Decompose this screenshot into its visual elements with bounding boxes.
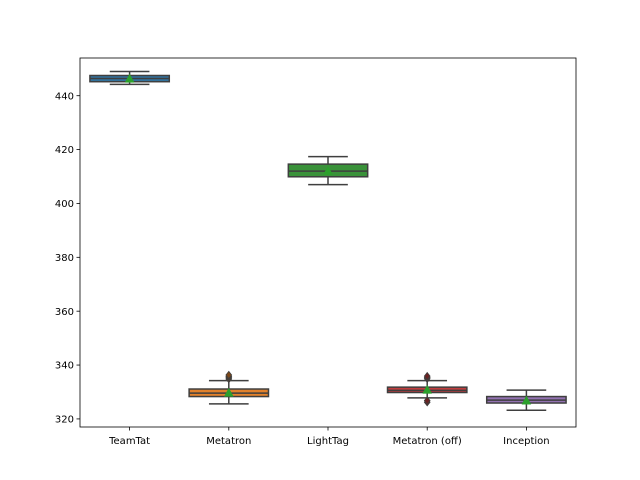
- mean-marker: [422, 384, 433, 394]
- x-tick-label: Metatron: [206, 436, 251, 447]
- mean-marker: [521, 395, 532, 405]
- box-3: [287, 155, 369, 186]
- x-tick-label: TeamTat: [108, 436, 150, 447]
- y-tick-label: 320: [55, 415, 74, 426]
- x-tick-label: Metatron (off): [393, 436, 462, 447]
- plot-area: [89, 70, 567, 412]
- y-tick-label: 400: [55, 199, 74, 210]
- y-tick-label: 340: [55, 361, 74, 372]
- y-tick-label: 360: [55, 307, 74, 318]
- outlier-point: [423, 396, 431, 405]
- x-tick-label: Inception: [503, 436, 549, 447]
- y-tick-label: 380: [55, 253, 74, 264]
- mean-marker: [223, 387, 234, 397]
- box-4: [386, 371, 468, 407]
- box-1: [89, 70, 171, 86]
- box-5: [485, 389, 567, 412]
- y-tick-label: 440: [55, 91, 74, 102]
- mean-marker: [323, 165, 333, 175]
- plot-frame: [79, 57, 577, 428]
- box-2: [188, 370, 270, 405]
- outlier-point: [423, 371, 431, 381]
- x-tick-label: LightTag: [307, 436, 349, 447]
- axes: 320 340 360 380 400 420 440 TeamTat Metatron Ligh…: [55, 57, 577, 447]
- mean-marker: [124, 73, 135, 83]
- y-tick-label: 420: [55, 145, 74, 156]
- outlier-point: [225, 370, 233, 380]
